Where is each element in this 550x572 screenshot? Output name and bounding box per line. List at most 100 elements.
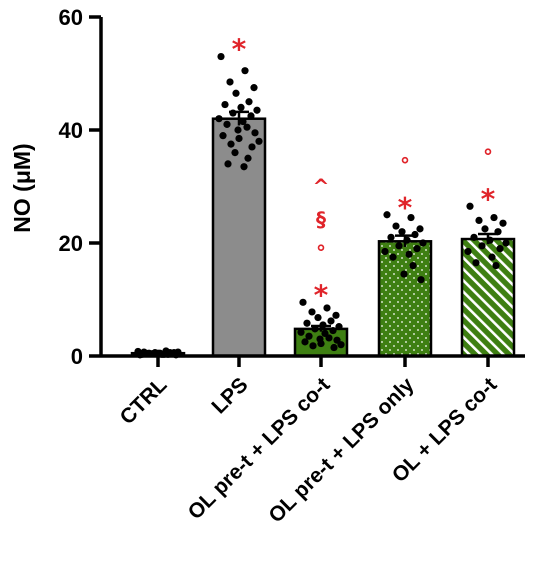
data-point [303, 319, 311, 327]
data-point [224, 160, 232, 168]
y-axis-label: NO (μM) [9, 143, 35, 232]
error-bars [148, 110, 498, 354]
data-point [231, 149, 239, 157]
data-point [481, 225, 489, 233]
data-point [219, 132, 227, 140]
data-point [327, 317, 335, 325]
data-point [416, 225, 424, 233]
data-point [215, 115, 223, 123]
x-tick-label: LPS [207, 373, 252, 418]
data-point [251, 129, 259, 137]
data-point [245, 98, 253, 106]
data-points [134, 52, 510, 359]
data-point [492, 262, 500, 270]
data-point [226, 78, 234, 86]
data-point [381, 247, 389, 256]
y-tick-label: 60 [59, 5, 83, 30]
data-point [299, 298, 307, 306]
data-point [488, 253, 496, 261]
data-point [413, 245, 421, 253]
data-point [383, 211, 391, 219]
y-tick-label: 40 [59, 118, 83, 143]
data-point [235, 134, 243, 143]
data-point [499, 219, 507, 227]
significance-marker: * [232, 33, 247, 66]
data-point [387, 233, 395, 241]
data-point [217, 52, 225, 61]
data-point [490, 213, 498, 222]
y-axis: 0 20 40 60 [59, 5, 103, 369]
data-point [398, 228, 406, 236]
data-point [403, 236, 411, 244]
data-point [309, 342, 317, 350]
y-tick-label: 0 [71, 344, 83, 369]
data-point [329, 326, 337, 335]
data-point [314, 313, 322, 322]
data-point [496, 245, 504, 253]
data-point [332, 311, 340, 319]
significance-marker: ^ [313, 174, 330, 198]
data-point [475, 216, 483, 224]
data-point [305, 332, 313, 340]
x-tick-label: CTRL [116, 373, 172, 429]
data-point [325, 334, 333, 342]
data-point [400, 270, 408, 278]
data-point [319, 321, 327, 329]
data-point [389, 253, 397, 261]
data-point [250, 84, 258, 92]
data-point [405, 250, 413, 258]
data-point [478, 242, 486, 250]
bars [130, 117, 516, 358]
y-tick-label: 20 [59, 231, 83, 256]
data-point [486, 236, 494, 244]
significance-markers: * * ° § ^ * ° * ° [232, 33, 496, 312]
data-point [243, 123, 251, 131]
data-point [470, 233, 478, 241]
data-point [239, 117, 247, 126]
data-point [232, 89, 240, 97]
significance-marker: * [314, 278, 329, 311]
data-point [244, 154, 252, 162]
bar-3 [377, 240, 433, 358]
data-point [308, 308, 316, 316]
data-point [223, 120, 231, 128]
data-point [247, 112, 255, 120]
data-point [323, 304, 331, 312]
x-tick-label: OL pre-t + LPS only [264, 373, 418, 527]
data-point [240, 163, 248, 171]
data-point [162, 347, 170, 355]
data-point [502, 239, 510, 247]
significance-marker: ° [316, 240, 326, 264]
data-point [301, 338, 309, 346]
data-point [411, 230, 419, 239]
data-point [174, 348, 182, 356]
data-point [248, 143, 256, 151]
data-point [409, 262, 417, 270]
data-point [311, 325, 319, 333]
x-tick-label: OL pre-t + LPS co-t [184, 373, 335, 524]
data-point [466, 202, 474, 210]
bar-4 [460, 237, 516, 358]
bar-1 [211, 117, 267, 358]
data-point [229, 109, 237, 117]
data-point [255, 137, 263, 145]
data-point [234, 126, 242, 134]
significance-marker: * [398, 191, 413, 224]
data-point [253, 106, 261, 114]
significance-marker: ° [400, 153, 410, 177]
data-point [297, 328, 305, 336]
data-point [464, 247, 472, 256]
significance-marker: ° [483, 144, 493, 168]
data-point [317, 339, 325, 348]
data-point [472, 259, 480, 267]
significance-marker: * [481, 182, 496, 215]
data-point [494, 228, 502, 236]
data-point [417, 276, 425, 284]
significance-marker: § [316, 207, 326, 231]
data-point [392, 222, 400, 230]
data-point [419, 239, 427, 247]
data-point [330, 343, 338, 352]
data-point [227, 140, 235, 148]
